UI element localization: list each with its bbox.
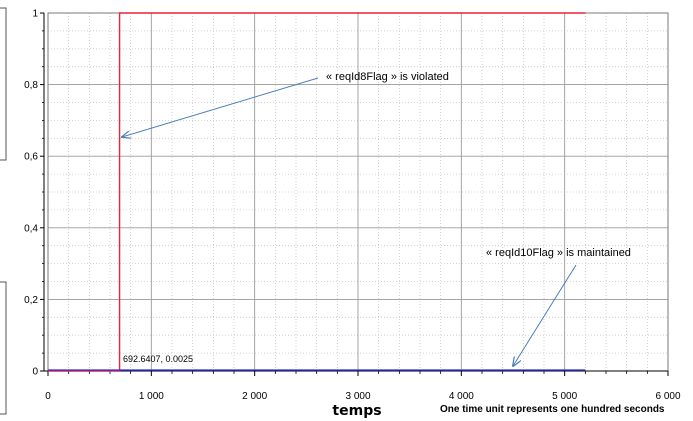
y-tick-label: 0 xyxy=(32,367,38,378)
x-tick-label: 2 000 xyxy=(242,391,267,402)
y-tick-label: 0,4 xyxy=(24,223,38,234)
x-tick-label: 0 xyxy=(45,391,51,402)
left-panel-fragment-bottom xyxy=(0,282,6,414)
left-panel-fragment-top xyxy=(0,8,6,160)
y-tick-label: 0,6 xyxy=(24,152,38,163)
grid xyxy=(48,13,668,371)
point-readout: 692.6407, 0.0025 xyxy=(123,354,193,364)
x-tick-label: 3 000 xyxy=(345,391,370,402)
x-axis-note: One time unit represents one hundred sec… xyxy=(440,404,665,415)
x-tick-label: 1 000 xyxy=(139,391,164,402)
y-tick-label: 0,2 xyxy=(24,295,38,306)
annotation-maintained: « reqId10Flag » is maintained xyxy=(486,247,631,259)
y-tick-label: 0,8 xyxy=(24,80,38,91)
x-axis-title: temps xyxy=(332,403,381,419)
x-tick-label: 6 000 xyxy=(655,391,680,402)
x-tick-label: 4 000 xyxy=(449,391,474,402)
y-tick-label: 1 xyxy=(32,9,38,20)
annotation-violated: « reqId8Flag » is violated xyxy=(326,71,449,83)
x-tick-label: 5 000 xyxy=(552,391,577,402)
